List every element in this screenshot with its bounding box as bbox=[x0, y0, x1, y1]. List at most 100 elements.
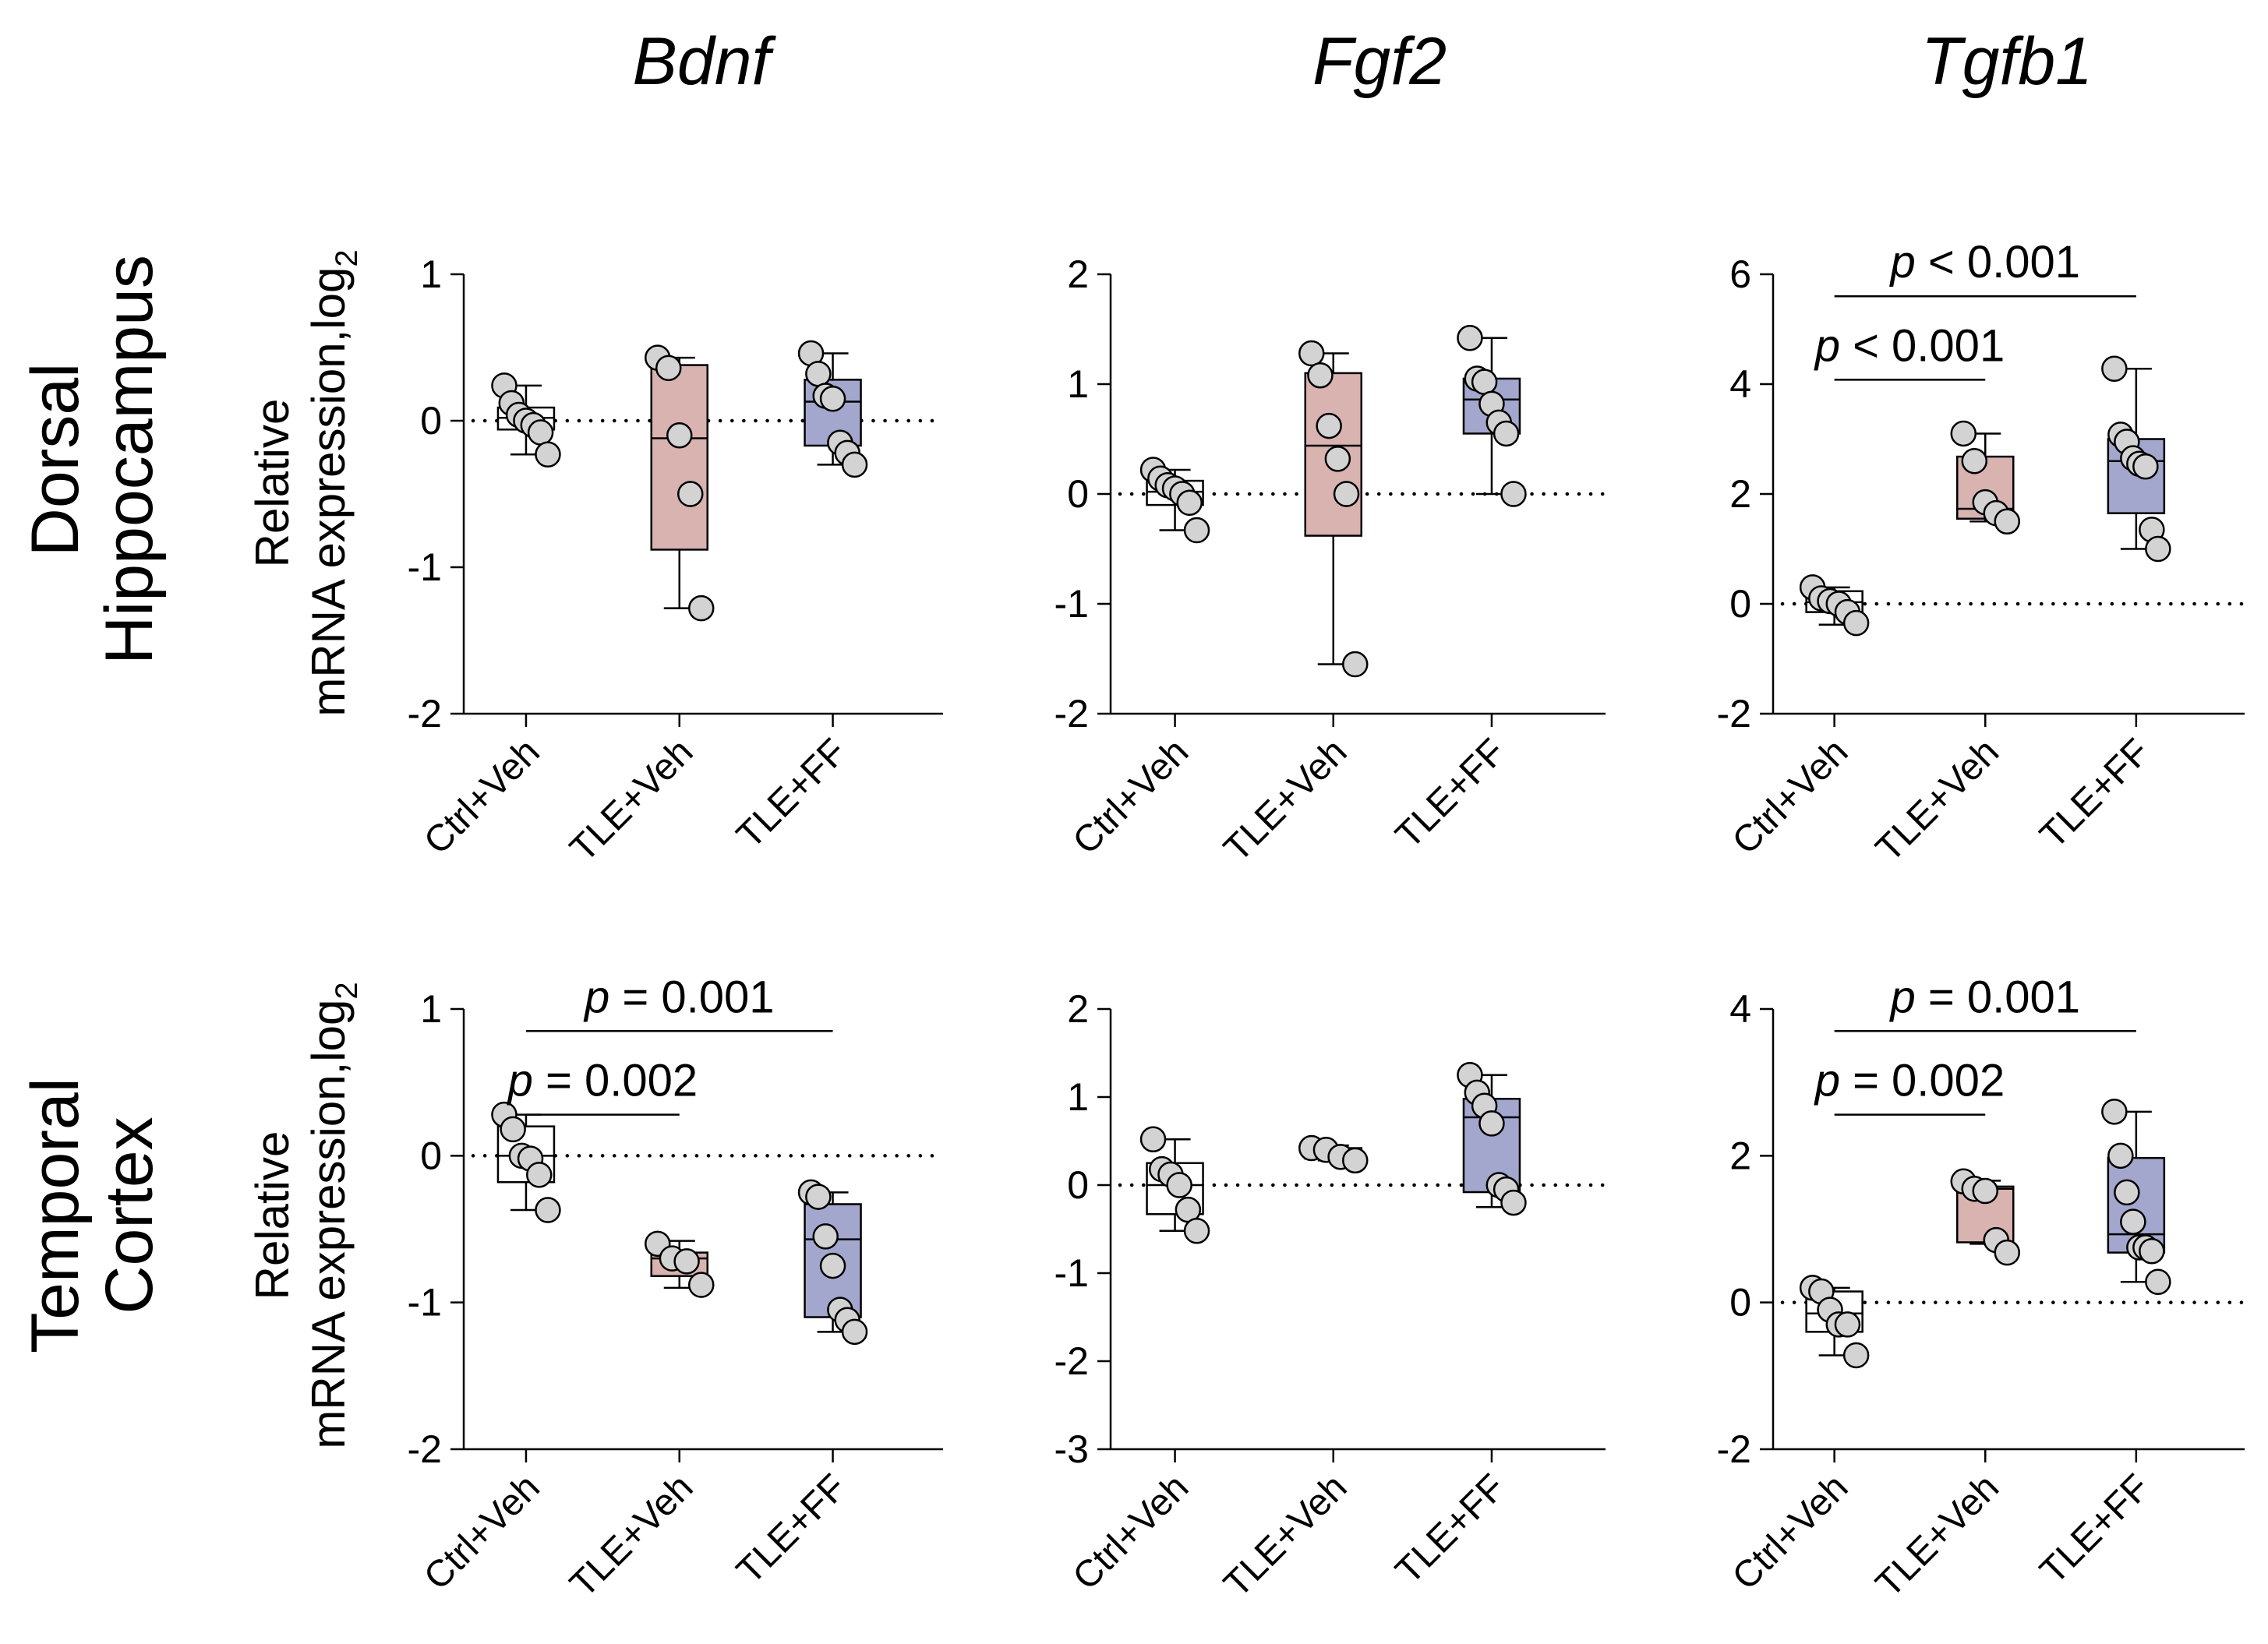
data-point bbox=[2120, 1208, 2146, 1235]
x-tick-label: TLE+FF bbox=[729, 731, 854, 856]
p-symbol: p bbox=[1888, 972, 1915, 1022]
data-point bbox=[1972, 1177, 1998, 1205]
y-axis-label-line-1: Relative bbox=[246, 1131, 299, 1300]
y-axis-label-line-1: Relative bbox=[246, 399, 299, 568]
data-point bbox=[1500, 1189, 1527, 1216]
p-symbol: p bbox=[1888, 237, 1915, 288]
box-tle-ff bbox=[797, 340, 868, 478]
y-tick-label: 2 bbox=[1067, 252, 1089, 296]
p-value-label: p < 0.001 bbox=[1814, 320, 2005, 371]
data-point bbox=[2107, 1142, 2134, 1169]
column-title-fgf2: Fgf2 bbox=[1312, 24, 1447, 99]
box-tle-veh bbox=[1950, 1168, 2020, 1266]
data-point bbox=[688, 594, 715, 622]
row-label-line-2: Hippocampus bbox=[92, 255, 167, 665]
y-tick-label: 0 bbox=[420, 399, 442, 443]
row-label-line-1: Temporal bbox=[18, 1078, 93, 1353]
p-symbol: p bbox=[583, 972, 609, 1022]
x-tick-label: Ctrl+Veh bbox=[1065, 731, 1197, 863]
y-tick-label: -3 bbox=[1055, 1427, 1089, 1471]
y-axis-label-row-1: Relative mRNA expression,log2 bbox=[246, 249, 364, 716]
data-point bbox=[1834, 1311, 1861, 1338]
data-point bbox=[666, 422, 693, 449]
data-point bbox=[819, 386, 846, 412]
data-point bbox=[1342, 651, 1369, 678]
data-point bbox=[1183, 1218, 1210, 1244]
data-point bbox=[2114, 1179, 2140, 1206]
p-value: = 0.001 bbox=[609, 972, 774, 1022]
box-tle-veh bbox=[645, 344, 715, 622]
data-point bbox=[1324, 446, 1351, 472]
box-tle-veh bbox=[1298, 1134, 1369, 1174]
data-point bbox=[1994, 508, 2020, 534]
significance-bracket: p < 0.001 bbox=[1814, 320, 2005, 381]
x-tick-label: TLE+FF bbox=[1388, 1466, 1514, 1592]
data-point bbox=[2139, 1238, 2165, 1265]
y-tick-label: 4 bbox=[1729, 362, 1751, 406]
data-point bbox=[535, 1197, 561, 1223]
p-value: = 0.001 bbox=[1916, 972, 2080, 1022]
box-tle-ff bbox=[2101, 1099, 2171, 1296]
box-tle-ff bbox=[1457, 1062, 1527, 1216]
y-tick-label: -2 bbox=[1055, 692, 1089, 736]
data-point bbox=[500, 1116, 526, 1143]
p-value: < 0.001 bbox=[1916, 237, 2080, 288]
y-tick-label: 1 bbox=[420, 987, 442, 1031]
significance-bracket: p = 0.002 bbox=[1814, 1056, 2005, 1116]
box-tle-veh bbox=[1950, 420, 2020, 534]
data-point bbox=[1316, 412, 1342, 439]
data-point bbox=[1478, 1110, 1505, 1137]
data-point bbox=[1842, 1342, 1870, 1369]
data-point bbox=[1307, 362, 1334, 389]
box-iqr bbox=[2107, 1156, 2166, 1254]
x-tick-label: TLE+Veh bbox=[1868, 731, 2007, 870]
data-point bbox=[841, 1318, 868, 1346]
row-label-line-2: Cortex bbox=[92, 1117, 167, 1314]
p-value-label: p < 0.001 bbox=[1888, 237, 2080, 288]
data-point bbox=[2145, 1268, 2171, 1296]
data-point bbox=[677, 481, 704, 507]
x-tick-label: Ctrl+Veh bbox=[1725, 731, 1856, 863]
box-iqr bbox=[650, 364, 708, 551]
data-point bbox=[1139, 1126, 1167, 1152]
data-point bbox=[1950, 420, 1977, 447]
data-point bbox=[2101, 355, 2128, 383]
y-axis-label-subscript: 2 bbox=[330, 982, 364, 999]
data-point bbox=[1183, 517, 1210, 544]
y-tick-label: 0 bbox=[1067, 1163, 1089, 1207]
box-tle-ff bbox=[797, 1179, 868, 1346]
x-tick-label: TLE+Veh bbox=[1216, 1466, 1355, 1605]
column-title-bdnf: Bdnf bbox=[633, 24, 777, 99]
box-tle-ff bbox=[1457, 325, 1527, 507]
data-point bbox=[2101, 1099, 2128, 1125]
y-tick-label: 1 bbox=[1067, 1075, 1089, 1119]
y-tick-label: 1 bbox=[1067, 362, 1089, 406]
data-point bbox=[1342, 1147, 1369, 1174]
y-axis-label-subscript: 2 bbox=[330, 249, 364, 266]
y-tick-label: -2 bbox=[1055, 1339, 1089, 1383]
y-tick-label: 2 bbox=[1729, 472, 1751, 516]
data-point bbox=[841, 451, 868, 478]
y-tick-label: 2 bbox=[1067, 987, 1089, 1031]
box-ctrl-veh bbox=[491, 372, 561, 467]
y-axis-label-line-2: mRNA expression,log2 bbox=[302, 249, 364, 716]
data-point bbox=[526, 1162, 553, 1188]
y-axis-label-main: mRNA expression,log bbox=[302, 1000, 355, 1449]
data-point bbox=[688, 1272, 715, 1298]
data-point bbox=[812, 1223, 839, 1250]
y-tick-label: 6 bbox=[1729, 252, 1751, 296]
data-point bbox=[1493, 420, 1520, 447]
p-value: = 0.002 bbox=[533, 1056, 698, 1106]
p-value-label: p = 0.002 bbox=[1814, 1056, 2005, 1106]
box-tle-veh bbox=[1298, 340, 1369, 678]
p-value-label: p = 0.002 bbox=[507, 1056, 698, 1106]
box-ctrl-veh bbox=[491, 1101, 561, 1223]
data-point bbox=[1333, 481, 1360, 507]
